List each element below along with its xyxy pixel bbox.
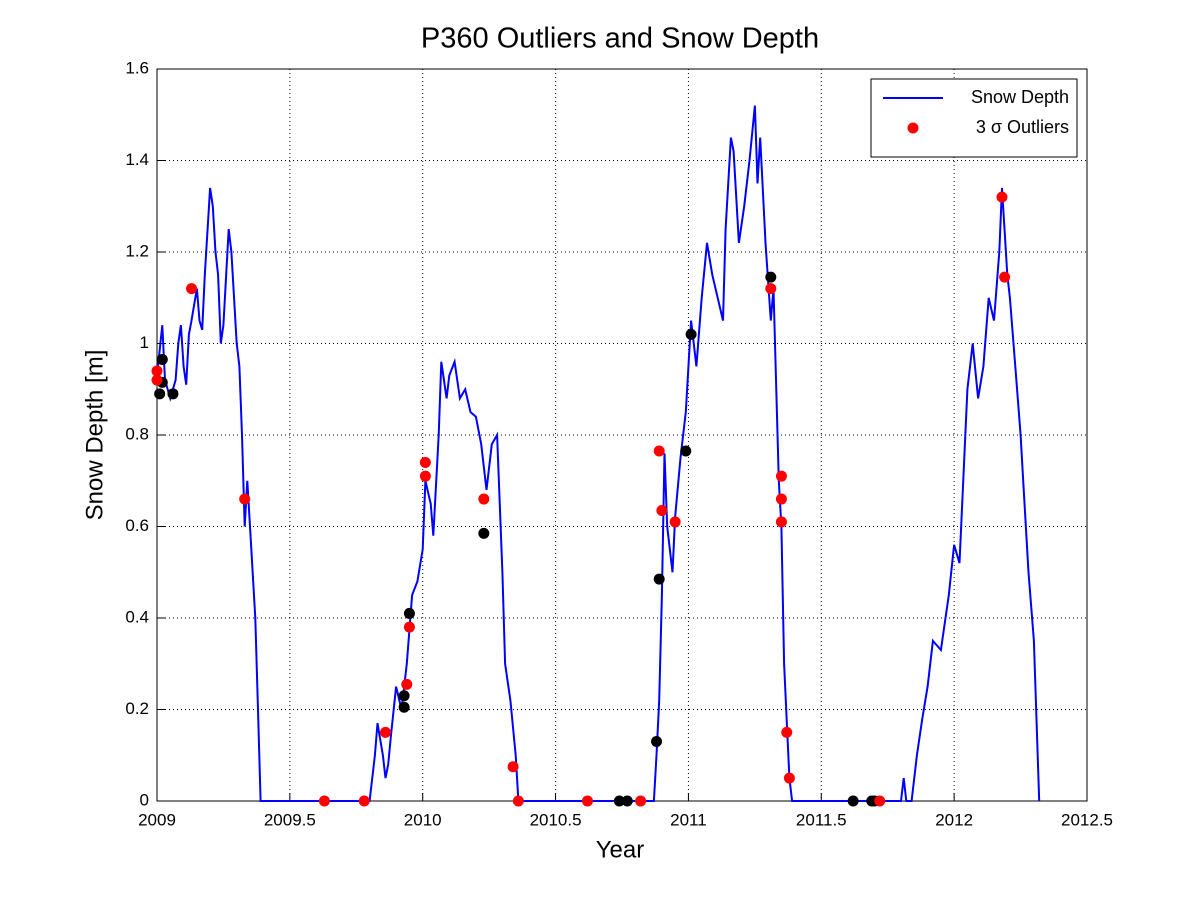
x-tick-label: 2010 [404, 810, 442, 829]
x-axis-label: Year [596, 836, 645, 863]
x-tick-label: 2011.5 [796, 810, 847, 829]
point [151, 365, 163, 377]
point [765, 283, 777, 295]
point [154, 388, 166, 400]
point [653, 573, 665, 585]
point [621, 795, 633, 807]
point [781, 726, 793, 738]
point [478, 527, 490, 539]
x-tick-label: 2012 [935, 810, 973, 829]
point [239, 493, 251, 505]
point [398, 701, 410, 713]
point [186, 283, 198, 295]
legend-swatch [907, 122, 919, 134]
point [656, 504, 668, 516]
y-tick-label: 1.4 [125, 150, 149, 169]
legend-label: Snow Depth [971, 87, 1069, 107]
point [403, 621, 415, 633]
y-tick-label: 1 [140, 333, 149, 352]
point [999, 271, 1011, 283]
point [403, 607, 415, 619]
point [685, 328, 697, 340]
point [775, 516, 787, 528]
point [151, 374, 163, 386]
x-tick-label: 2012.5 [1061, 810, 1113, 829]
point [318, 795, 330, 807]
point [847, 795, 859, 807]
legend-box [870, 78, 1078, 158]
y-tick-label: 0.4 [125, 607, 149, 626]
point [398, 690, 410, 702]
point [874, 795, 886, 807]
x-tick-label: 2010.5 [530, 810, 582, 829]
chart-title: P360 Outliers and Snow Depth [421, 23, 819, 55]
point [651, 736, 663, 748]
y-tick-label: 1.6 [125, 58, 149, 77]
point [419, 456, 431, 468]
y-axis-label: Snow Depth [m] [81, 350, 108, 521]
point [635, 795, 647, 807]
point [581, 795, 593, 807]
point [380, 726, 392, 738]
point [358, 795, 370, 807]
point [653, 445, 665, 457]
point [775, 470, 787, 482]
point [419, 470, 431, 482]
legend-label: 3 σ Outliers [976, 117, 1069, 137]
y-tick-label: 0.8 [125, 424, 149, 443]
point [775, 493, 787, 505]
point [996, 191, 1008, 203]
x-tick-label: 2011 [670, 810, 707, 829]
x-tick-label: 2009 [138, 810, 176, 829]
point [680, 445, 692, 457]
point [401, 678, 413, 690]
point [167, 388, 179, 400]
y-tick-label: 1.2 [125, 241, 149, 260]
point [156, 354, 168, 366]
point [478, 493, 490, 505]
y-tick-label: 0.6 [125, 516, 149, 535]
point [783, 772, 795, 784]
x-tick-label: 2009.5 [264, 810, 316, 829]
point [613, 795, 625, 807]
point [765, 271, 777, 283]
point [512, 795, 524, 807]
point [507, 761, 519, 773]
line [156, 105, 1041, 802]
point [669, 516, 681, 528]
y-tick-label: 0.2 [125, 699, 149, 718]
y-tick-label: 0 [140, 790, 149, 809]
